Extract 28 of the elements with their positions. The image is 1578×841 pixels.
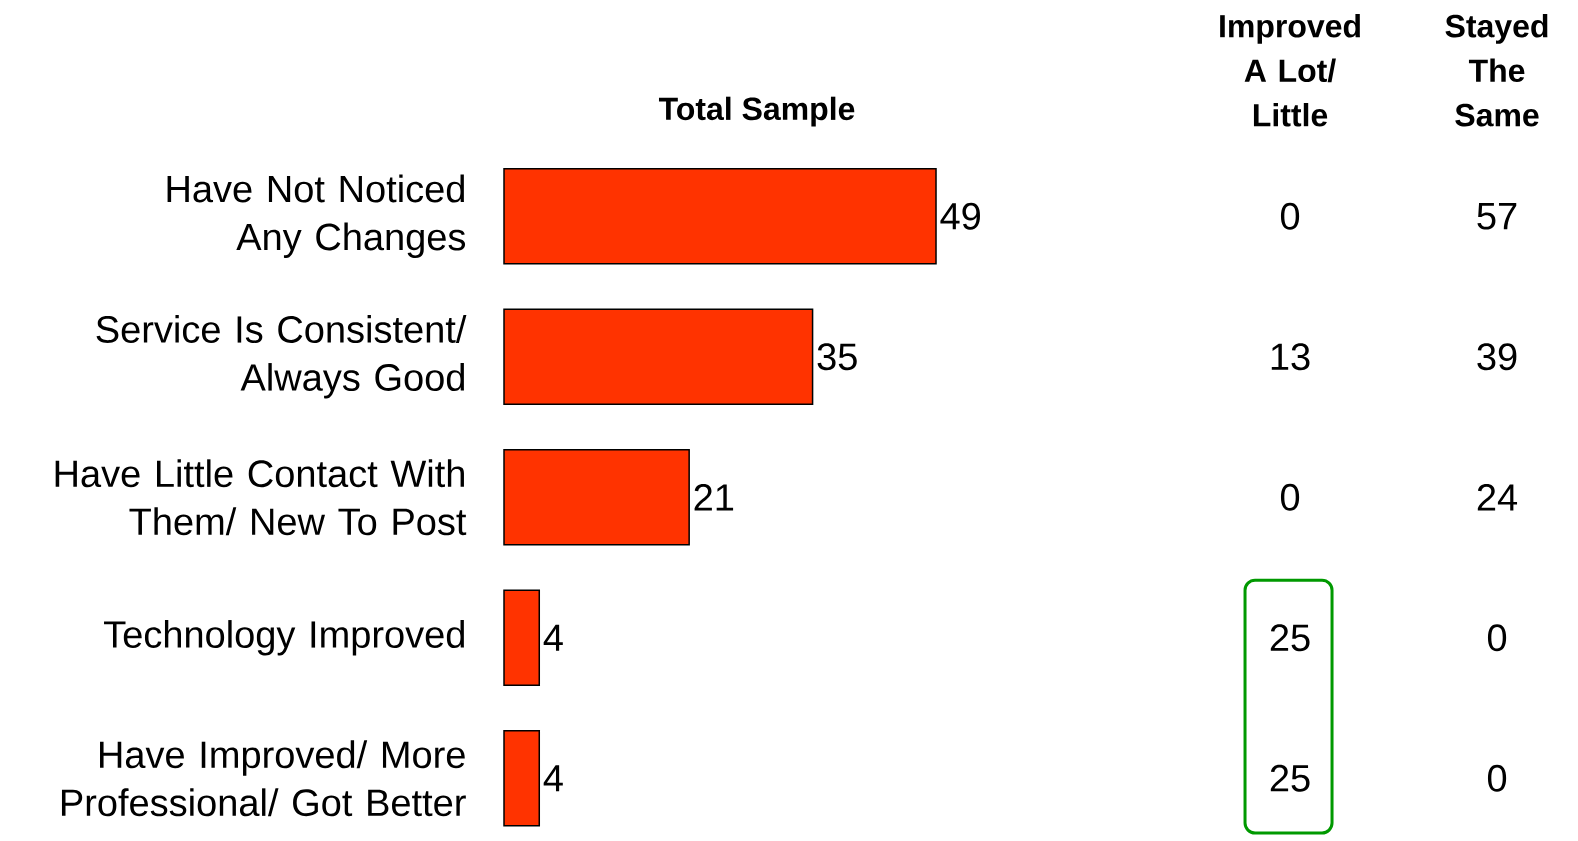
bar bbox=[503, 730, 541, 827]
chart-title: Total Sample bbox=[658, 96, 855, 127]
y-tick-label: Service Is Consistent/ Always Good bbox=[96, 315, 467, 399]
text: Stayed The Same bbox=[1445, 14, 1548, 127]
data-label: 25 bbox=[1270, 764, 1310, 792]
data-label: 13 bbox=[1271, 343, 1310, 371]
data-label: 0 bbox=[1280, 202, 1300, 230]
data-label: 21 bbox=[694, 484, 734, 511]
data-label: 0 bbox=[1487, 764, 1507, 792]
bar bbox=[503, 589, 541, 687]
data-label: 57 bbox=[1477, 203, 1517, 230]
data-label: 25 bbox=[1270, 624, 1310, 652]
bar bbox=[503, 308, 814, 406]
data-label: 4 bbox=[543, 624, 563, 651]
data-label: 4 bbox=[543, 765, 563, 792]
y-tick-label: Have Improved/ More Professional/ Got Better bbox=[61, 740, 466, 817]
data-label: 35 bbox=[817, 343, 857, 371]
y-tick-label: Have Not Noticed Any Changes bbox=[167, 174, 466, 258]
y-tick-label: Technology Improved bbox=[104, 620, 464, 656]
data-label: 0 bbox=[1280, 483, 1300, 511]
y-tick-label: Have Little Contact With Them/ New To Post bbox=[55, 459, 467, 536]
data-label: 39 bbox=[1477, 343, 1517, 371]
bar bbox=[503, 168, 937, 265]
data-label: 24 bbox=[1477, 484, 1518, 511]
data-label: 49 bbox=[940, 202, 980, 230]
text: Improved A Lot/ Little bbox=[1220, 14, 1360, 127]
data-label: 0 bbox=[1487, 624, 1507, 652]
bar bbox=[503, 449, 690, 546]
